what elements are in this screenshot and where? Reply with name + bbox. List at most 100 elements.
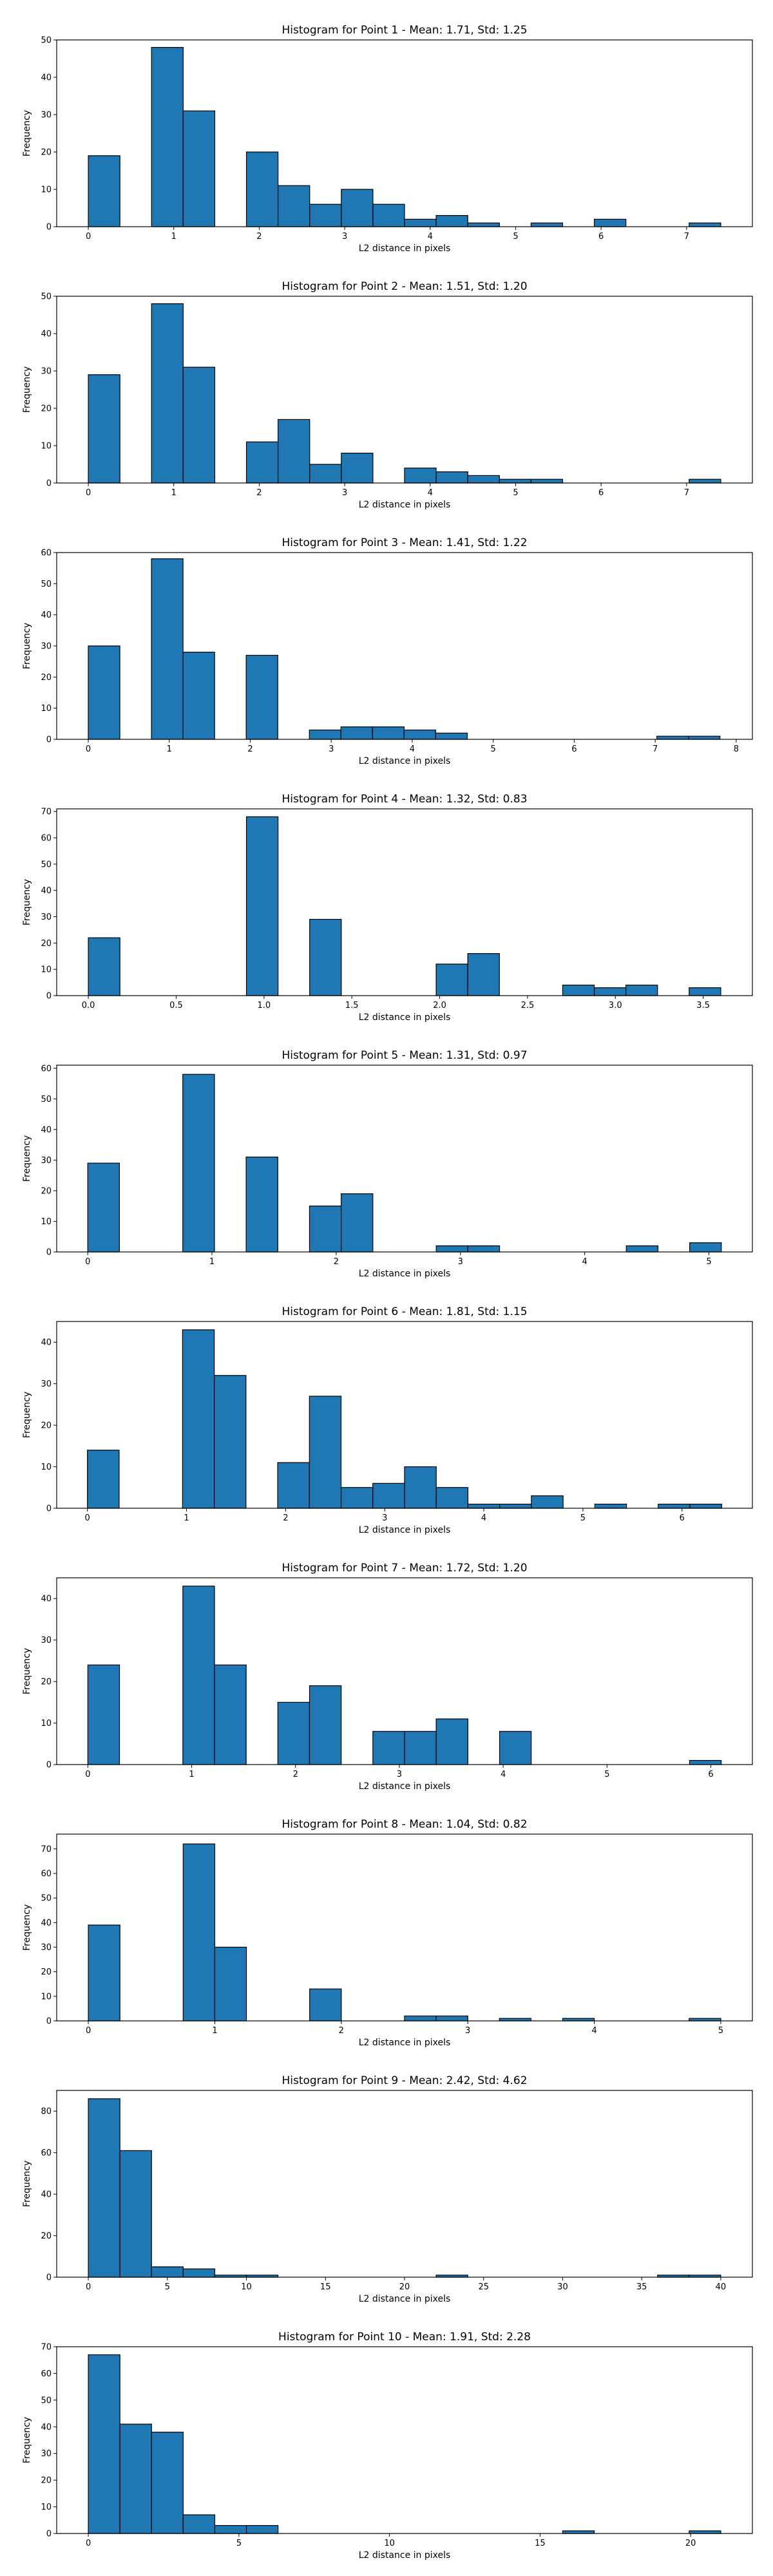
y-tick-label: 30	[41, 111, 52, 120]
x-tick-label: 1	[209, 1257, 215, 1267]
y-tick-label: 0	[46, 1504, 52, 1514]
histogram-bars	[88, 1843, 721, 2022]
histogram-bars	[88, 46, 721, 227]
axes-frame	[56, 1577, 753, 1765]
histogram-bar	[245, 654, 278, 740]
x-tick-label: 3	[397, 1770, 402, 1779]
x-tick-label: 15	[535, 2539, 546, 2548]
histogram-bar	[658, 1503, 691, 1509]
histogram-panel-10: Histogram for Point 10 - Mean: 1.91, Std…	[22, 2331, 753, 2561]
x-tick-label: 0	[86, 2026, 91, 2036]
chart-title: Histogram for Point 6 - Mean: 1.81, Std:…	[282, 1305, 527, 1318]
y-axis-label: Frequency	[22, 366, 32, 413]
y-tick-label: 60	[41, 833, 52, 843]
axes-frame	[56, 1065, 753, 1253]
histogram-bar	[182, 652, 215, 740]
x-axis-label: L2 distance in pixels	[359, 2038, 451, 2048]
x-tick-label: 6	[571, 744, 577, 754]
x-tick-label: 8	[734, 744, 739, 754]
histogram-bars	[87, 1329, 722, 1509]
histogram-bars	[88, 558, 721, 740]
x-tick-label: 3	[342, 488, 347, 498]
x-tick-label: 4	[428, 488, 433, 498]
histogram-bar	[214, 2524, 247, 2534]
y-tick-label: 0	[46, 735, 52, 745]
histogram-bar	[245, 816, 279, 996]
histogram-bar	[435, 471, 468, 484]
histogram-bar	[435, 2015, 468, 2022]
x-axis-label: L2 distance in pixels	[359, 1012, 451, 1023]
y-tick-label: 0	[46, 2530, 52, 2539]
histogram-bar	[88, 2098, 120, 2278]
y-tick-label: 0	[46, 479, 52, 489]
chart-title: Histogram for Point 2 - Mean: 1.51, Std:…	[282, 280, 527, 293]
x-tick-label: 6	[680, 1513, 685, 1523]
histogram-bar	[245, 2524, 279, 2534]
x-tick-label: 1	[167, 744, 172, 754]
y-tick-label: 0	[46, 992, 52, 1001]
y-tick-label: 50	[41, 860, 52, 869]
y-tick-label: 30	[41, 1379, 52, 1389]
histogram-bar	[214, 1946, 247, 2022]
x-tick-label: 3	[458, 1257, 463, 1267]
y-tick-label: 40	[41, 330, 52, 339]
y-tick-label: 20	[41, 2231, 52, 2241]
histogram-bar	[625, 1245, 659, 1253]
x-tick-label: 7	[653, 744, 658, 754]
y-tick-label: 40	[41, 886, 52, 896]
histogram-bar	[151, 558, 184, 740]
x-tick-label: 4	[481, 1513, 486, 1523]
x-tick-label: 10	[384, 2539, 395, 2548]
histogram-panel-8: Histogram for Point 8 - Mean: 1.04, Std:…	[22, 1818, 753, 2048]
chart-title: Histogram for Point 1 - Mean: 1.71, Std:…	[282, 24, 527, 37]
y-tick-label: 20	[41, 148, 52, 158]
y-tick-label: 10	[41, 1719, 52, 1728]
histogram-bar	[309, 1988, 342, 2022]
x-tick-label: 30	[557, 2282, 568, 2292]
y-axis-label: Frequency	[22, 2161, 32, 2207]
histogram-bar	[245, 1157, 278, 1253]
histogram-bar	[435, 732, 468, 740]
histogram-panel-6: Histogram for Point 6 - Mean: 1.81, Std:…	[22, 1305, 753, 1535]
x-tick-label: 4	[591, 2026, 596, 2036]
x-axis-label: L2 distance in pixels	[359, 2550, 451, 2561]
x-tick-label: 0	[86, 2282, 91, 2292]
histogram-bars	[87, 1074, 722, 1253]
y-tick-label: 60	[41, 2148, 52, 2158]
x-tick-label: 7	[684, 488, 689, 498]
histogram-bar	[87, 1450, 120, 1509]
x-tick-label: 1.5	[345, 1001, 359, 1010]
x-tick-label: 5	[580, 1513, 586, 1523]
y-axis-label: Frequency	[22, 1648, 32, 1694]
histogram-bar	[340, 1487, 374, 1509]
chart-title: Histogram for Point 5 - Mean: 1.31, Std:…	[282, 1049, 527, 1062]
x-axis-label: L2 distance in pixels	[359, 500, 451, 510]
y-axis-label: Frequency	[22, 1392, 32, 1438]
y-tick-label: 0	[46, 2273, 52, 2283]
histogram-bars	[88, 303, 721, 484]
x-axis-label: L2 distance in pixels	[359, 2294, 451, 2304]
histogram-bar	[182, 2514, 216, 2534]
histogram-bar	[119, 2423, 152, 2534]
histogram-bar	[182, 366, 216, 484]
histogram-bar	[530, 478, 564, 484]
x-tick-label: 0	[85, 1257, 90, 1267]
histogram-bar	[467, 1245, 501, 1253]
x-tick-label: 2	[256, 488, 262, 498]
x-tick-label: 6	[598, 232, 604, 242]
histogram-bar	[594, 1503, 627, 1509]
x-axis-label: L2 distance in pixels	[359, 1781, 451, 1792]
y-tick-label: 30	[41, 1636, 52, 1645]
chart-title: Histogram for Point 10 - Mean: 1.91, Std…	[278, 2331, 531, 2344]
y-tick-label: 70	[41, 2343, 52, 2353]
histogram-bars	[87, 1586, 722, 1765]
y-tick-label: 0	[46, 1761, 52, 1770]
histogram-bar	[277, 1701, 310, 1765]
histogram-bar	[340, 726, 373, 740]
y-tick-label: 20	[41, 1678, 52, 1687]
histogram-bar	[499, 1730, 532, 1765]
histogram-bar	[309, 464, 342, 484]
histogram-bar	[341, 189, 374, 227]
histogram-bars	[88, 2098, 721, 2278]
histogram-bar	[593, 987, 627, 996]
